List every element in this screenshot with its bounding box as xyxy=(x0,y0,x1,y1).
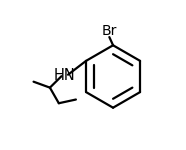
Text: Br: Br xyxy=(102,24,117,38)
Text: HN: HN xyxy=(54,68,76,82)
